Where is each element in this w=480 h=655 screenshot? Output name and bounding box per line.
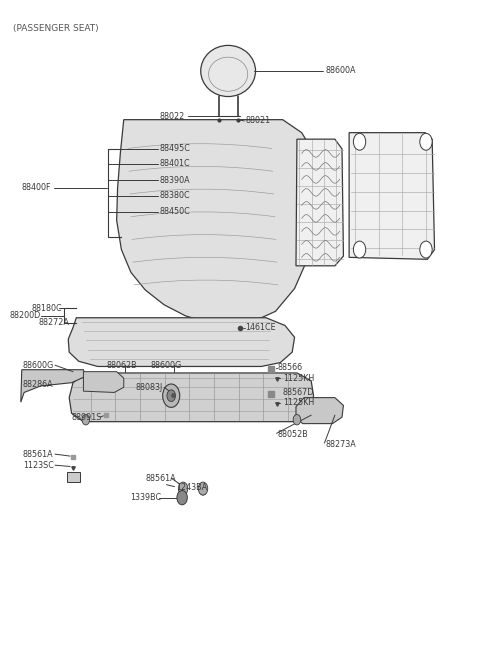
Text: 1243BA: 1243BA	[176, 483, 207, 493]
Polygon shape	[117, 120, 318, 324]
Polygon shape	[84, 371, 124, 392]
Circle shape	[179, 482, 188, 495]
Text: 1125KH: 1125KH	[283, 398, 314, 407]
Text: 88390A: 88390A	[159, 176, 190, 185]
Text: 1125KH: 1125KH	[283, 373, 314, 383]
Text: 88600G: 88600G	[23, 361, 54, 369]
Circle shape	[199, 485, 207, 495]
Text: 88400F: 88400F	[22, 183, 51, 193]
Text: 88450C: 88450C	[159, 208, 190, 216]
Text: 88566: 88566	[278, 364, 303, 372]
Polygon shape	[296, 139, 343, 266]
Text: 88561A: 88561A	[23, 449, 53, 458]
Text: 88286A: 88286A	[23, 380, 53, 389]
Circle shape	[82, 415, 90, 425]
Circle shape	[420, 241, 432, 258]
Text: 88380C: 88380C	[159, 191, 190, 200]
Text: 88021: 88021	[246, 117, 271, 126]
Circle shape	[177, 491, 187, 505]
Text: 88991S: 88991S	[72, 413, 102, 422]
Circle shape	[293, 415, 301, 425]
Circle shape	[167, 390, 176, 402]
Circle shape	[353, 134, 366, 150]
Text: 1461CE: 1461CE	[245, 323, 276, 332]
Circle shape	[179, 485, 187, 495]
Text: 88180C: 88180C	[31, 303, 62, 312]
Polygon shape	[296, 398, 343, 424]
Circle shape	[198, 482, 208, 495]
Bar	[67, 472, 80, 482]
Text: 88052B: 88052B	[278, 430, 309, 439]
Text: 88600A: 88600A	[325, 66, 356, 75]
Text: 88062B: 88062B	[106, 361, 137, 369]
Circle shape	[420, 134, 432, 150]
Text: 88273A: 88273A	[325, 440, 356, 449]
Text: 88083J: 88083J	[136, 383, 163, 392]
Text: 88561A: 88561A	[145, 474, 176, 483]
Text: 88200D: 88200D	[10, 311, 41, 320]
Circle shape	[163, 384, 180, 407]
Text: 1339BC: 1339BC	[130, 493, 161, 502]
Polygon shape	[69, 373, 313, 422]
Text: 88022: 88022	[159, 112, 185, 121]
Polygon shape	[68, 318, 295, 366]
Text: 88600G: 88600G	[151, 361, 182, 369]
Text: 88401C: 88401C	[159, 159, 190, 168]
Circle shape	[353, 241, 366, 258]
Text: 1123SC: 1123SC	[23, 460, 54, 470]
Text: 88272A: 88272A	[38, 318, 69, 328]
Polygon shape	[349, 133, 434, 259]
Text: 88495C: 88495C	[159, 144, 190, 153]
Ellipse shape	[201, 45, 255, 96]
Text: (PASSENGER SEAT): (PASSENGER SEAT)	[13, 24, 99, 33]
Text: 88567D: 88567D	[283, 388, 314, 397]
Polygon shape	[21, 369, 86, 402]
